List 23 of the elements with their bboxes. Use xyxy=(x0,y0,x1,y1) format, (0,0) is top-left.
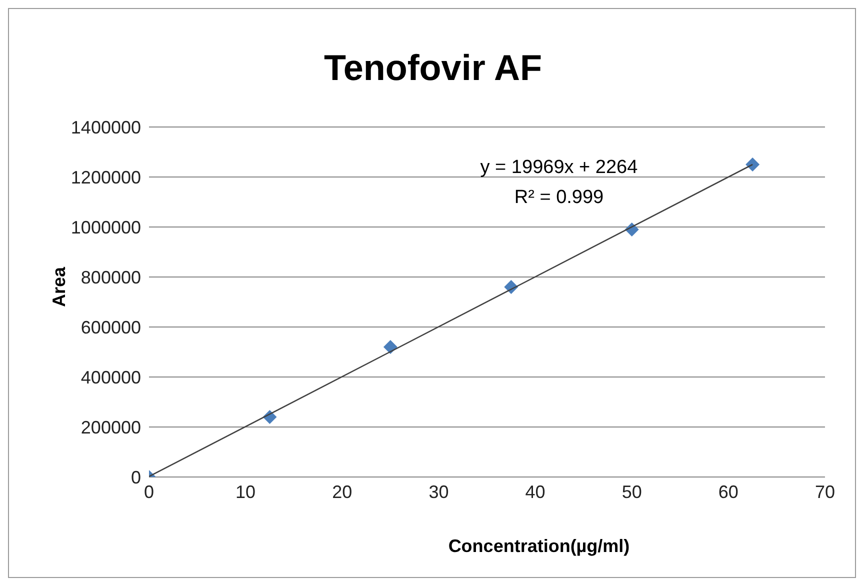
annotation: y = 19969x + 2264 xyxy=(479,157,639,179)
x-tick-label: 0 xyxy=(144,482,154,502)
y-tick-label: 1000000 xyxy=(70,217,141,238)
annotation: R² = 0.999 xyxy=(513,187,605,209)
x-axis-title: Concentration(µg/ml) xyxy=(447,536,631,557)
y-tick-label: 1200000 xyxy=(70,167,141,188)
x-tick-label: 60 xyxy=(718,482,738,502)
x-tick-label: 50 xyxy=(622,482,642,502)
y-tick-label: 200000 xyxy=(80,417,141,438)
x-tick-label: 20 xyxy=(332,482,352,502)
point xyxy=(746,158,760,172)
y-tick-label: 1400000 xyxy=(70,117,141,138)
x-tick-label: 70 xyxy=(814,482,836,502)
y-tick-label: 600000 xyxy=(80,317,141,338)
y-tick-label: 400000 xyxy=(80,367,141,388)
point xyxy=(383,340,398,354)
x-tick-label: 10 xyxy=(236,482,256,502)
x-tick-label: 40 xyxy=(525,482,546,502)
y-tick-label: 0 xyxy=(130,467,141,488)
y-axis-title: Area xyxy=(49,266,70,307)
chart-title: Tenofovir AF xyxy=(323,47,543,89)
x-tick-label: 30 xyxy=(428,482,449,502)
y-tick-label: 800000 xyxy=(80,267,141,288)
